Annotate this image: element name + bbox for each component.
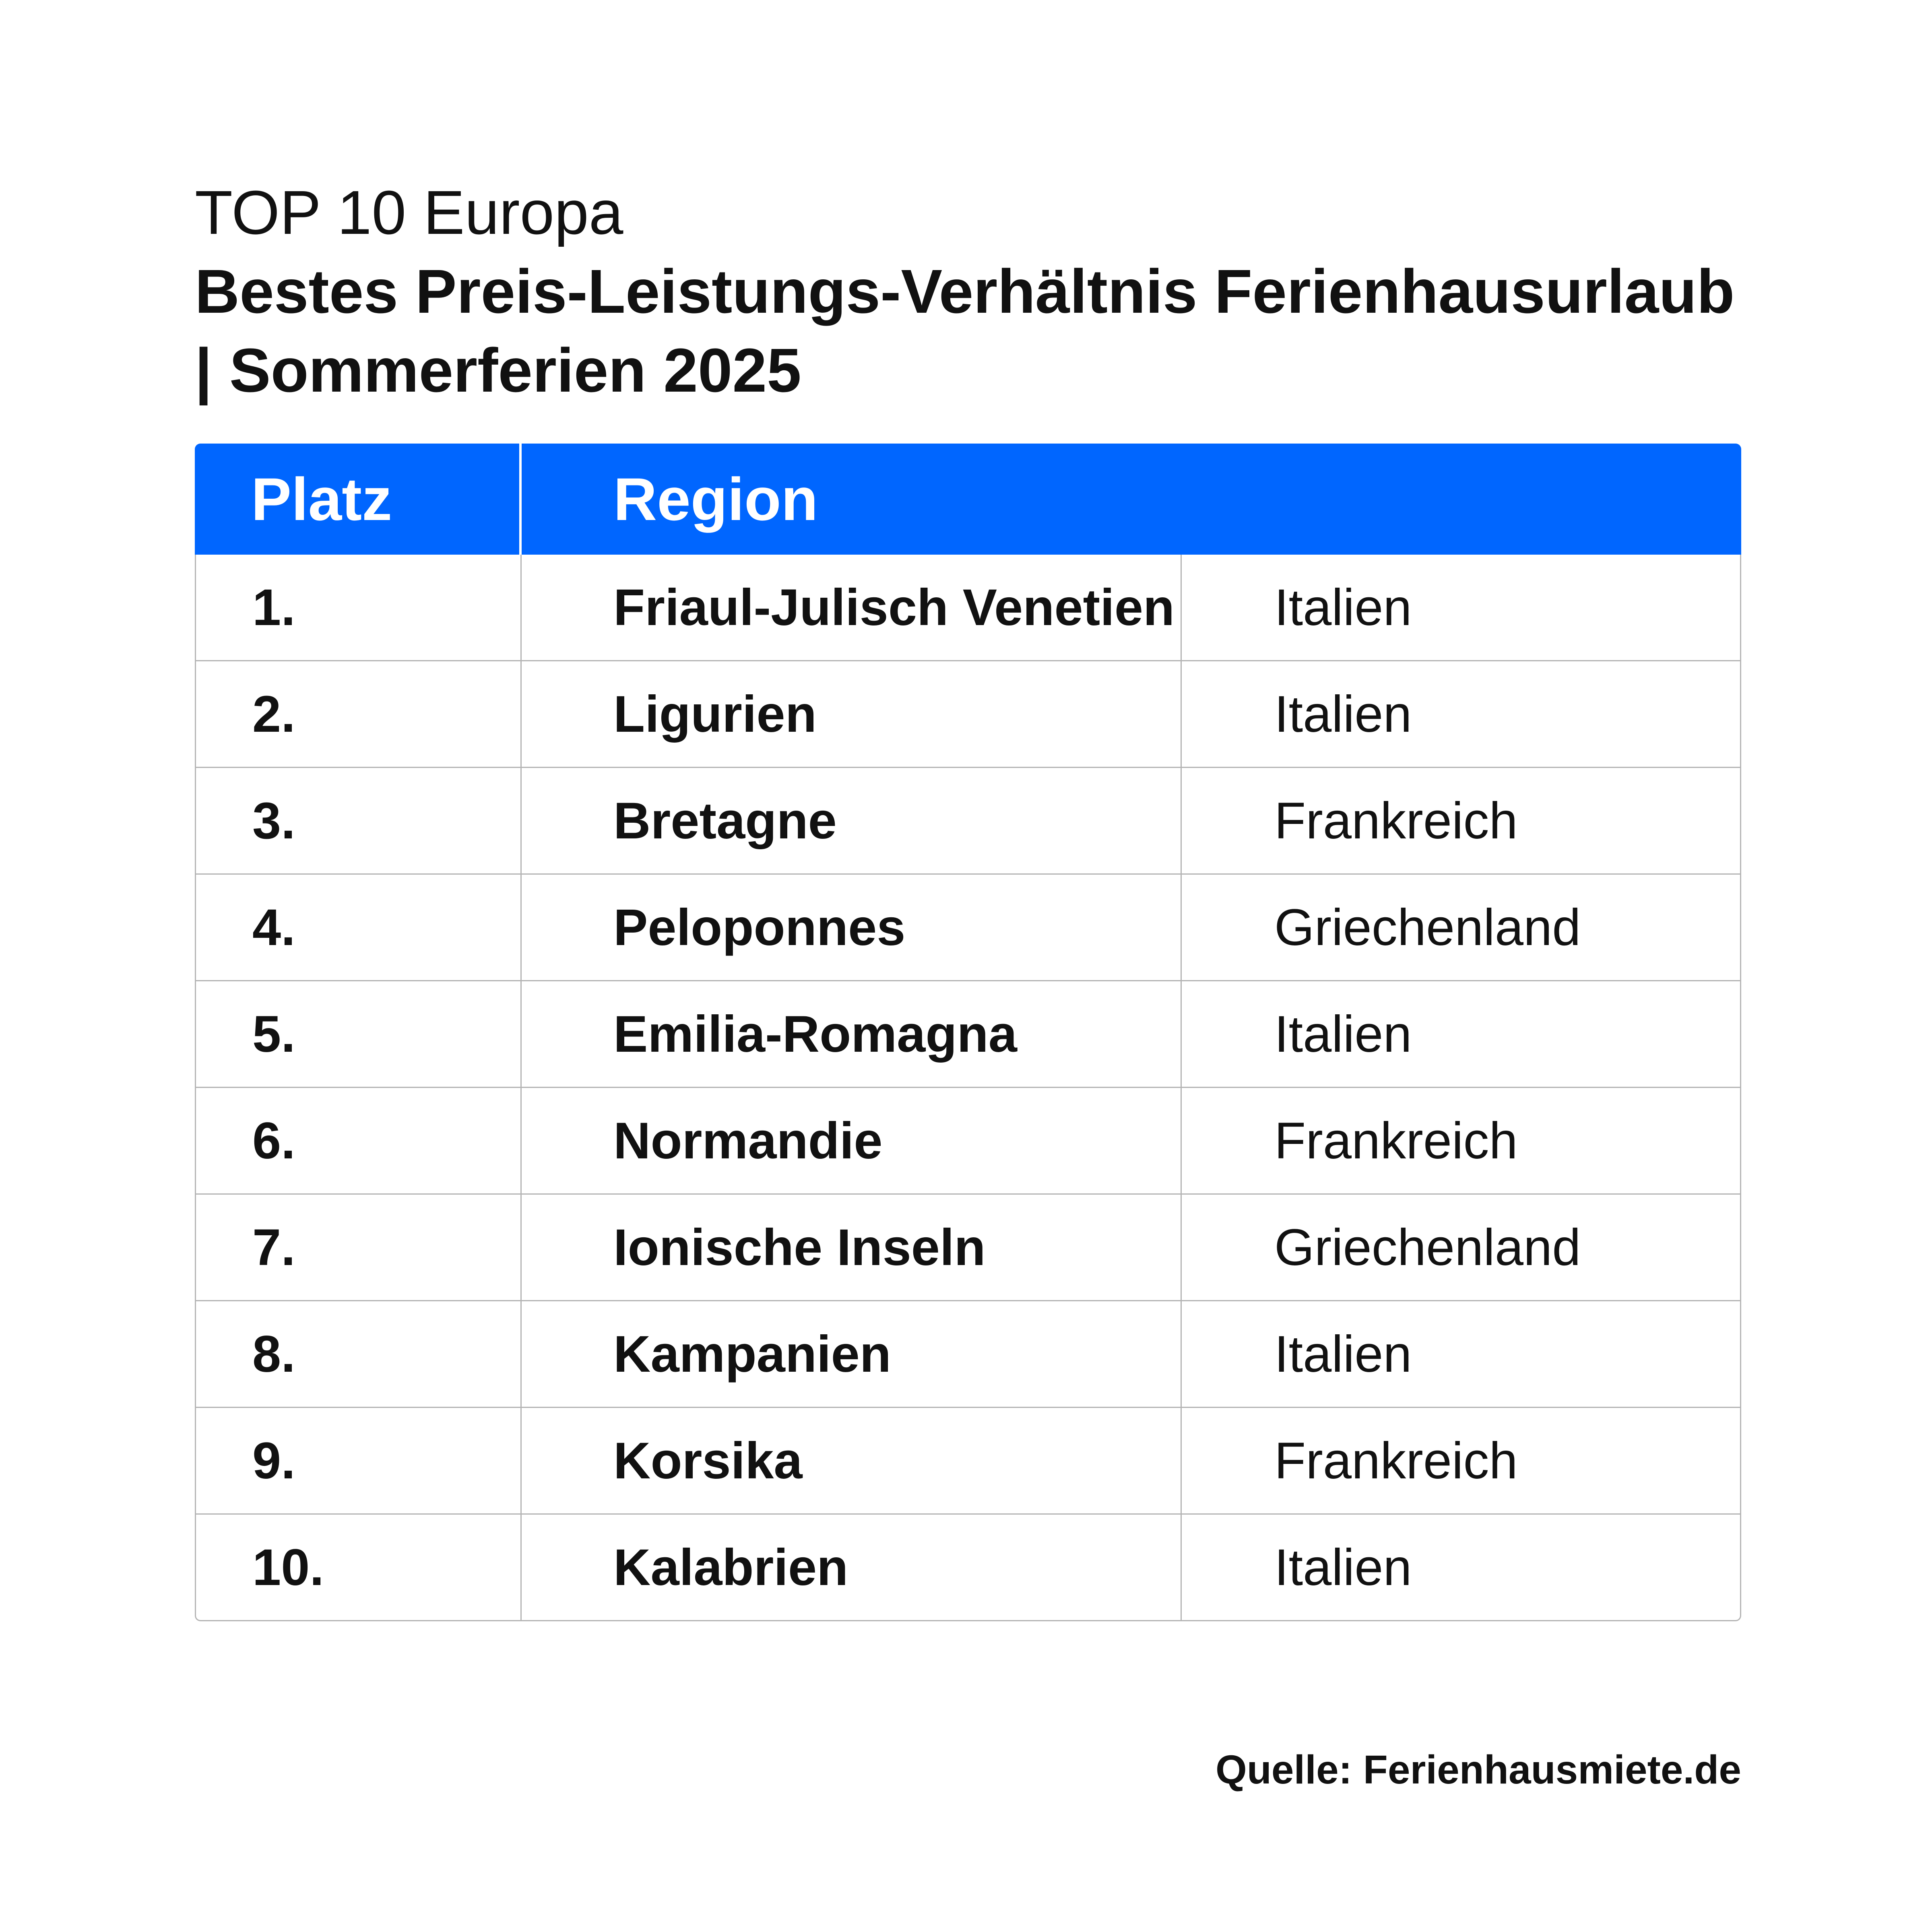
country-cell: Griechenland: [1182, 1195, 1741, 1301]
region-cell: Korsika: [522, 1408, 1182, 1515]
region-cell: Kalabrien: [522, 1515, 1182, 1621]
country-cell: Frankreich: [1182, 768, 1741, 875]
region-cell: Emilia-Romagna: [522, 981, 1182, 1088]
country-cell: Italien: [1182, 1301, 1741, 1408]
country-cell: Frankreich: [1182, 1408, 1741, 1515]
title-block: TOP 10 Europa Bestes Preis-Leistungs-Ver…: [195, 173, 1765, 410]
rank-cell: 5.: [195, 981, 522, 1088]
rank-cell: 9.: [195, 1408, 522, 1515]
table-row: 2. Ligurien Italien: [195, 661, 1741, 768]
country-cell: Griechenland: [1182, 875, 1741, 981]
region-cell: Kampanien: [522, 1301, 1182, 1408]
ranking-table-container: Platz Region 1. Friaul-Julisch Venetien It…: [195, 444, 1741, 1621]
table-row: 8. Kampanien Italien: [195, 1301, 1741, 1408]
table-row: 6. Normandie Frankreich: [195, 1088, 1741, 1195]
region-cell: Ligurien: [522, 661, 1182, 768]
rank-cell: 7.: [195, 1195, 522, 1301]
table-header-row: Platz Region: [195, 444, 1741, 555]
country-cell: Frankreich: [1182, 1088, 1741, 1195]
table-row: 5. Emilia-Romagna Italien: [195, 981, 1741, 1088]
region-cell: Peloponnes: [522, 875, 1182, 981]
rank-cell: 4.: [195, 875, 522, 981]
region-cell: Bretagne: [522, 768, 1182, 875]
page-subtitle: Bestes Preis-Leistungs-Verhältnis Ferien…: [195, 257, 1735, 405]
rank-cell: 3.: [195, 768, 522, 875]
table-row: 4. Peloponnes Griechenland: [195, 875, 1741, 981]
ranking-table: Platz Region 1. Friaul-Julisch Venetien It…: [195, 444, 1741, 1621]
table-row: 3. Bretagne Frankreich: [195, 768, 1741, 875]
country-cell: Italien: [1182, 555, 1741, 661]
rank-cell: 6.: [195, 1088, 522, 1195]
table-row: 1. Friaul-Julisch Venetien Italien: [195, 555, 1741, 661]
source-credit: Quelle: Ferienhausmiete.de: [1216, 1747, 1741, 1792]
country-cell: Italien: [1182, 981, 1741, 1088]
region-cell: Normandie: [522, 1088, 1182, 1195]
rank-cell: 10.: [195, 1515, 522, 1621]
table-row: 7. Ionische Inseln Griechenland: [195, 1195, 1741, 1301]
rank-cell: 8.: [195, 1301, 522, 1408]
region-cell: Ionische Inseln: [522, 1195, 1182, 1301]
table-row: 9. Korsika Frankreich: [195, 1408, 1741, 1515]
column-header-region: Region: [522, 444, 1741, 555]
rank-cell: 1.: [195, 555, 522, 661]
country-cell: Italien: [1182, 661, 1741, 768]
table-body: 1. Friaul-Julisch Venetien Italien 2. Liguri…: [195, 555, 1741, 1621]
rank-cell: 2.: [195, 661, 522, 768]
country-cell: Italien: [1182, 1515, 1741, 1621]
table-row: 10. Kalabrien Italien: [195, 1515, 1741, 1621]
column-header-platz: Platz: [195, 444, 522, 555]
region-cell: Friaul-Julisch Venetien: [522, 555, 1182, 661]
page-title: TOP 10 Europa: [195, 178, 623, 247]
